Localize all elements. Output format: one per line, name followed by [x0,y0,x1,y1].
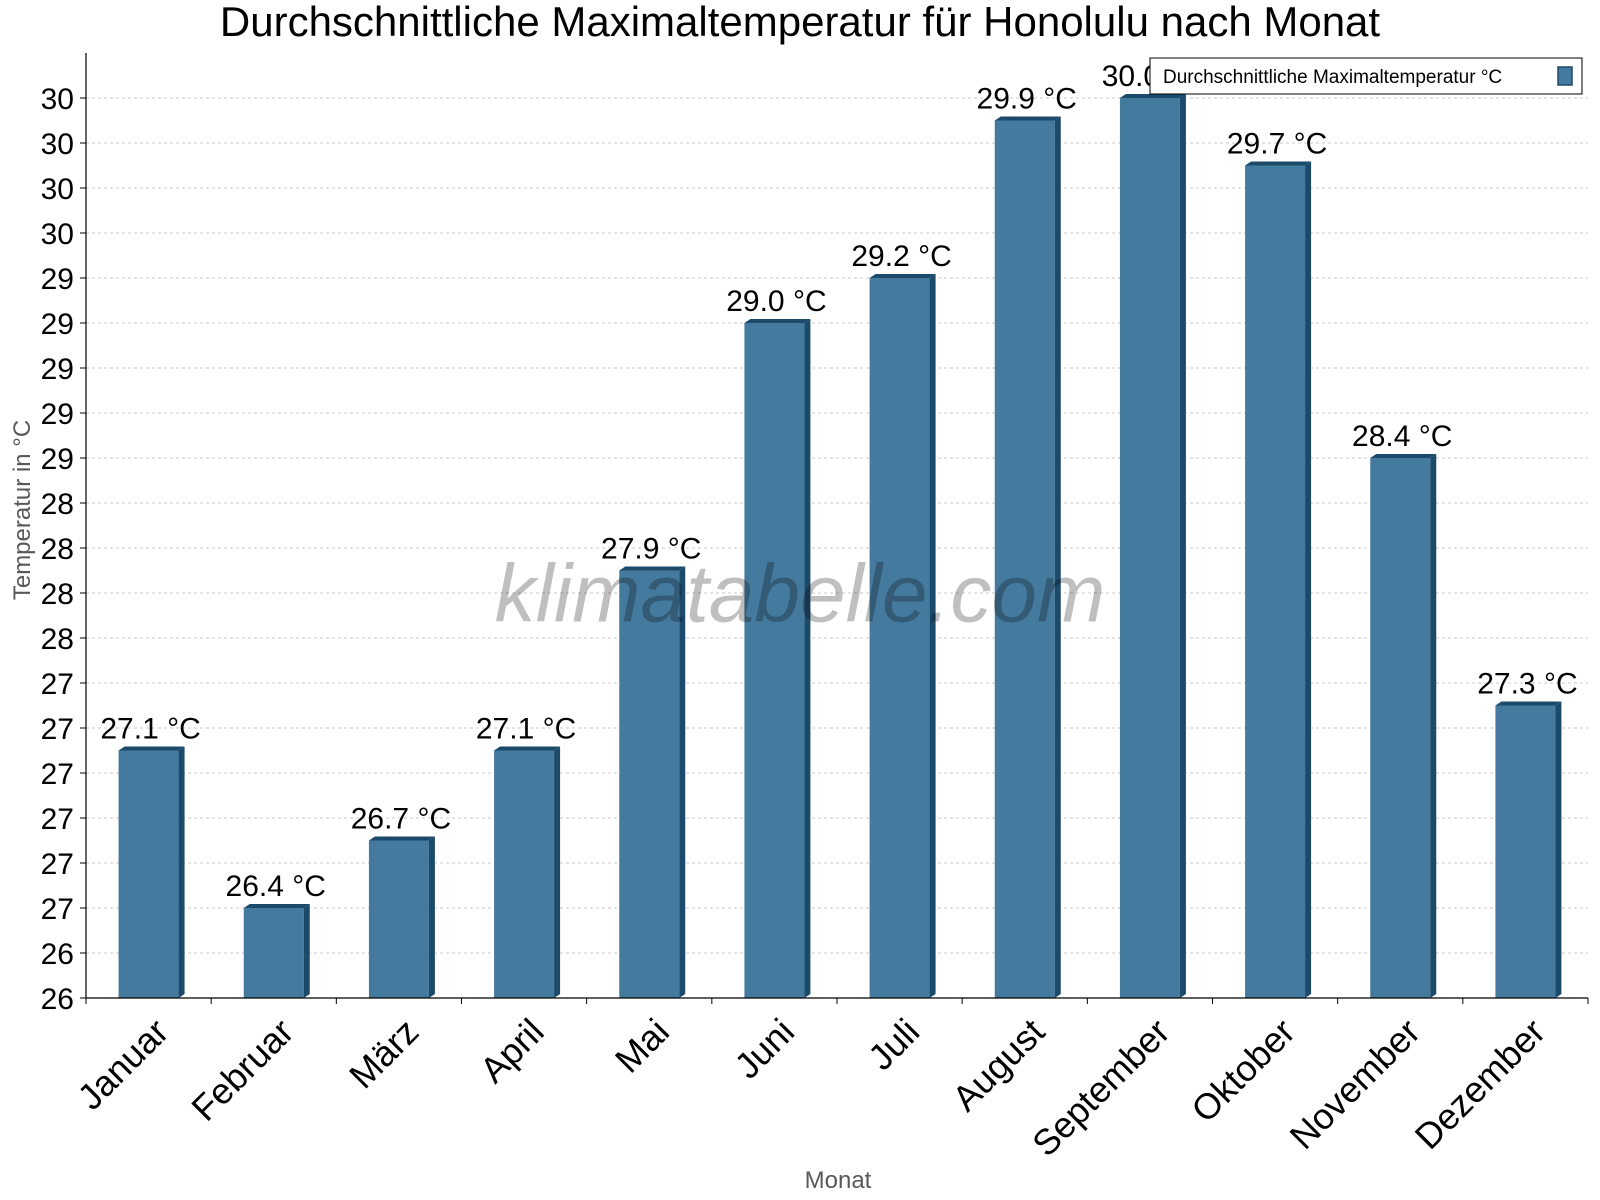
y-tick-label: 27 [41,758,74,791]
y-tick-label: 27 [41,803,74,836]
bar-face [869,278,930,998]
data-label: 27.1 °C [476,713,576,746]
bar-top [1245,161,1312,166]
bar-8 [994,116,1061,998]
data-label: 27.1 °C [100,713,200,746]
bar-3 [368,836,435,998]
bar-top [869,274,936,278]
bar-face [494,750,555,998]
bar-1 [118,746,185,998]
y-tick-label: 28 [41,488,74,521]
grid-lines [86,97,1588,954]
y-tick-label: 30 [41,83,74,116]
bar-9 [1119,94,1186,998]
bar-side [1179,94,1186,998]
bar-12 [1495,701,1562,998]
legend-swatch [1557,66,1573,86]
bar-top [744,319,811,323]
y-tick-label: 27 [41,893,74,926]
bar-top [494,746,561,751]
bar-top [1119,94,1186,98]
bar-side [303,904,310,998]
bar-side [554,746,561,998]
y-axis-label: Temperatur in °C [9,420,36,600]
bars [118,94,1562,998]
bar-side [1054,116,1061,998]
bar-face [1119,98,1180,998]
bar-top [243,904,310,908]
bar-top [368,836,435,841]
bar-top [994,116,1061,121]
y-tick-label: 30 [41,173,74,206]
bar-face [1245,165,1306,998]
bar-face [1370,458,1431,998]
y-tick-label: 27 [41,848,74,881]
bar-11 [1370,454,1437,998]
data-label: 29.0 °C [726,285,826,318]
y-tick-label: 30 [41,218,74,251]
bar-side [1555,701,1562,998]
y-tick-label: 30 [41,128,74,161]
watermark: klimatabelle.com [495,549,1106,640]
bar-6 [744,319,811,998]
y-tick-label: 29 [41,398,74,431]
data-label: 28.4 °C [1352,420,1452,453]
bar-top [619,566,686,571]
bar-side [929,274,936,998]
y-tick-label: 29 [41,308,74,341]
y-tick-label: 29 [41,263,74,296]
bar-10 [1245,161,1312,998]
bar-5 [619,566,686,998]
data-label: 29.2 °C [851,240,951,273]
y-tick-label: 28 [41,623,74,656]
bar-face [118,750,179,998]
y-tick-label: 29 [41,443,74,476]
y-tick-label: 28 [41,533,74,566]
bar-7 [869,274,936,998]
bar-face [619,570,680,998]
data-label: 27.3 °C [1477,668,1577,701]
data-label: 26.4 °C [226,870,326,903]
bar-top [1495,701,1562,706]
data-label: 27.9 °C [601,533,701,566]
data-label: 26.7 °C [351,803,451,836]
bar-2 [243,904,310,998]
bar-face [994,120,1055,998]
x-axis-label: Monat [805,1167,872,1194]
y-tick-label: 28 [41,578,74,611]
bar-side [1305,161,1312,998]
bar-top [1370,454,1437,458]
bar-side [428,836,435,998]
bar-4 [494,746,561,998]
y-tick-label: 26 [41,938,74,971]
bar-top [118,746,185,751]
chart-title: Durchschnittliche Maximaltemperatur für … [220,0,1381,45]
bar-side [679,566,686,998]
legend: Durchschnittliche Maximaltemperatur °C [1149,57,1583,95]
y-tick-label: 29 [41,353,74,386]
bar-face [1495,705,1556,998]
bar-face [243,908,304,998]
data-label: 29.9 °C [977,83,1077,116]
y-tick-label: 27 [41,713,74,746]
bar-side [178,746,185,998]
legend-box [1149,57,1583,95]
legend-label: Durchschnittliche Maximaltemperatur °C [1163,67,1502,88]
y-tick-label: 26 [41,983,74,1016]
bar-side [1430,454,1437,998]
bar-face [744,323,805,998]
y-tick-label: 27 [41,668,74,701]
bar-side [804,319,811,998]
bar-face [368,840,429,998]
data-label: 29.7 °C [1227,128,1327,161]
